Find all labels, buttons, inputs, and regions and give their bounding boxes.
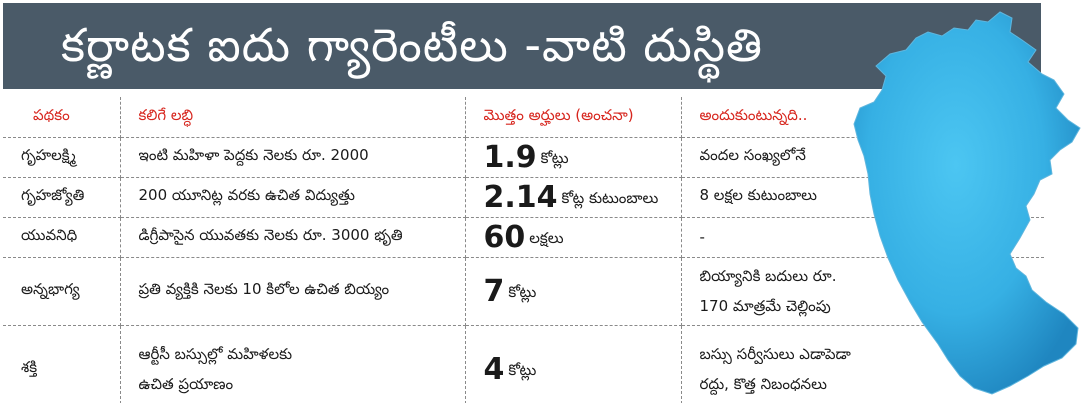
- eligible-count: 2.14 కోట్ల కుటుంబాలు: [465, 177, 682, 218]
- benefit-text: ఆర్టీసీ బస్సుల్లో మహిళలకు ఉచిత ప్రయాణం: [120, 325, 466, 403]
- eligible-count: 7 కోట్లు: [465, 257, 682, 326]
- eligible-count: 1.9 కోట్లు: [465, 137, 682, 178]
- count-number: 1.9: [483, 139, 537, 175]
- benefit-text: ఇంటి మహిళా పెద్దకు నెలకు రూ. 2000: [120, 137, 466, 178]
- guarantees-table: పథకం కలిగే లబ్ధి మొత్తం అర్హులు (అంచనా) …: [3, 97, 1044, 403]
- benefit-line: ఉచిత ప్రయాణం: [138, 375, 234, 393]
- karnataka-map-icon: [853, 11, 1081, 395]
- benefit-text: డిగ్రీపాసైన యువతకు నెలకు రూ. 3000 భృతి: [120, 217, 466, 258]
- count-number: 60: [483, 219, 526, 255]
- count-unit: కోట్లు: [508, 360, 537, 379]
- count-number: 2.14: [483, 179, 558, 215]
- page-title: కర్ణాటక ఐదు గ్యారెంటీలు -వాటి దుస్థితి: [61, 18, 764, 72]
- scheme-name: శక్తి: [3, 325, 121, 403]
- header-eligible: మొత్తం అర్హులు (అంచనా): [465, 97, 682, 138]
- benefit-text: ప్రతి వ్యక్తికి నెలకు 10 కిలోల ఉచిత బియ్…: [120, 257, 466, 326]
- status-line: బియ్యానికి బదులు రూ.: [699, 267, 837, 285]
- title-banner: కర్ణాటక ఐదు గ్యారెంటీలు -వాటి దుస్థితి: [3, 3, 1041, 89]
- count-number: 4: [483, 351, 505, 387]
- scheme-name: గృహలక్ష్మి: [3, 137, 121, 178]
- eligible-count: 60 లక్షలు: [465, 217, 682, 258]
- count-unit: కోట్ల కుటుంబాలు: [561, 188, 659, 207]
- benefit-line: ఆర్టీసీ బస్సుల్లో మహిళలకు: [138, 345, 293, 363]
- count-unit: కోట్లు: [508, 282, 537, 301]
- status-line: రద్దు, కొత్త నిబంధనలు: [699, 375, 827, 393]
- scheme-name: గృహజ్యోతి: [3, 177, 121, 218]
- status-line: 170 మాత్రమే చెల్లింపు: [699, 297, 831, 315]
- header-scheme: పథకం: [3, 97, 121, 138]
- count-unit: లక్షలు: [529, 228, 564, 247]
- eligible-count: 4 కోట్లు: [465, 325, 682, 403]
- header-benefit: కలిగే లబ్ధి: [120, 97, 466, 138]
- benefit-text: 200 యూనిట్ల వరకు ఉచిత విద్యుత్తు: [120, 177, 466, 218]
- count-number: 7: [483, 273, 505, 309]
- count-unit: కోట్లు: [540, 148, 569, 167]
- status-line: బస్సు సర్వీసులు ఎడాపెడా: [699, 345, 851, 363]
- table-row: యువనిధి డిగ్రీపాసైన యువతకు నెలకు రూ. 300…: [3, 217, 1044, 258]
- scheme-name: అన్నభాగ్య: [3, 257, 121, 326]
- scheme-name: యువనిధి: [3, 217, 121, 258]
